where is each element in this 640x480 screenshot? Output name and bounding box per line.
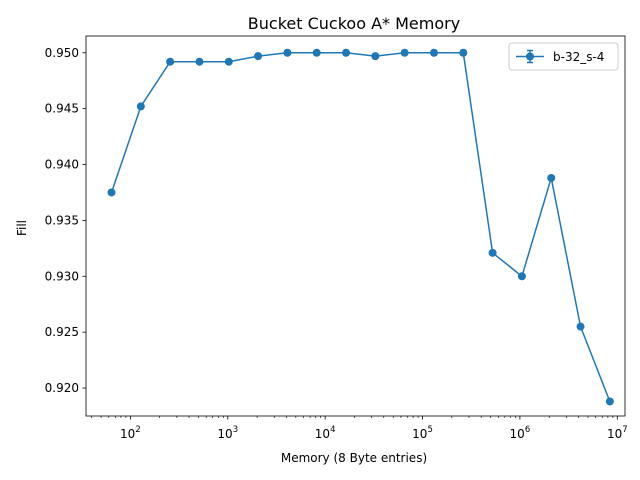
data-point bbox=[254, 52, 263, 61]
y-tick-label: 0.925 bbox=[45, 325, 79, 339]
y-axis: 0.920 0.925 0.930 0.935 0.940 0.945 0.950 bbox=[45, 46, 86, 395]
legend-label: b-32_s-4 bbox=[553, 50, 604, 64]
data-point bbox=[342, 48, 351, 57]
data-point bbox=[136, 102, 145, 111]
data-point bbox=[224, 57, 233, 66]
legend-marker bbox=[526, 52, 534, 61]
data-point bbox=[166, 57, 175, 66]
data-point bbox=[547, 173, 556, 182]
data-point bbox=[107, 188, 116, 197]
x-tick-label: 103 bbox=[217, 425, 238, 441]
data-point bbox=[576, 322, 585, 331]
y-tick-label: 0.940 bbox=[45, 158, 79, 172]
x-tick-label: 106 bbox=[510, 425, 531, 441]
data-point bbox=[312, 48, 321, 57]
data-point bbox=[488, 248, 497, 257]
legend-box bbox=[508, 42, 619, 71]
series-line bbox=[110, 52, 611, 402]
x-axis-label: Memory (8 Byte entries) bbox=[281, 451, 427, 465]
data-point bbox=[459, 48, 468, 57]
legend: b-32_s-4 bbox=[508, 42, 619, 71]
data-point bbox=[400, 48, 409, 57]
plot-frame bbox=[85, 35, 626, 417]
x-tick-label: 102 bbox=[120, 425, 141, 441]
x-tick-label: 105 bbox=[412, 425, 433, 441]
data-point bbox=[605, 397, 614, 406]
x-tick-label: 104 bbox=[315, 425, 336, 441]
data-point bbox=[517, 272, 526, 281]
y-tick-label: 0.920 bbox=[45, 381, 79, 395]
plot-area bbox=[85, 35, 626, 417]
y-tick-label: 0.950 bbox=[45, 46, 79, 60]
y-tick-label: 0.930 bbox=[45, 269, 79, 283]
chart-title: Bucket Cuckoo A* Memory bbox=[248, 14, 460, 33]
y-axis-label: Fill bbox=[15, 220, 29, 236]
y-tick-label: 0.935 bbox=[45, 213, 79, 227]
x-axis: 102 103 104 105 106 107 bbox=[91, 416, 628, 441]
data-point bbox=[195, 57, 204, 66]
data-point bbox=[371, 52, 380, 61]
data-point bbox=[429, 48, 438, 57]
y-tick-label: 0.945 bbox=[45, 102, 79, 116]
data-point bbox=[283, 48, 292, 57]
x-tick-label: 107 bbox=[607, 425, 628, 441]
